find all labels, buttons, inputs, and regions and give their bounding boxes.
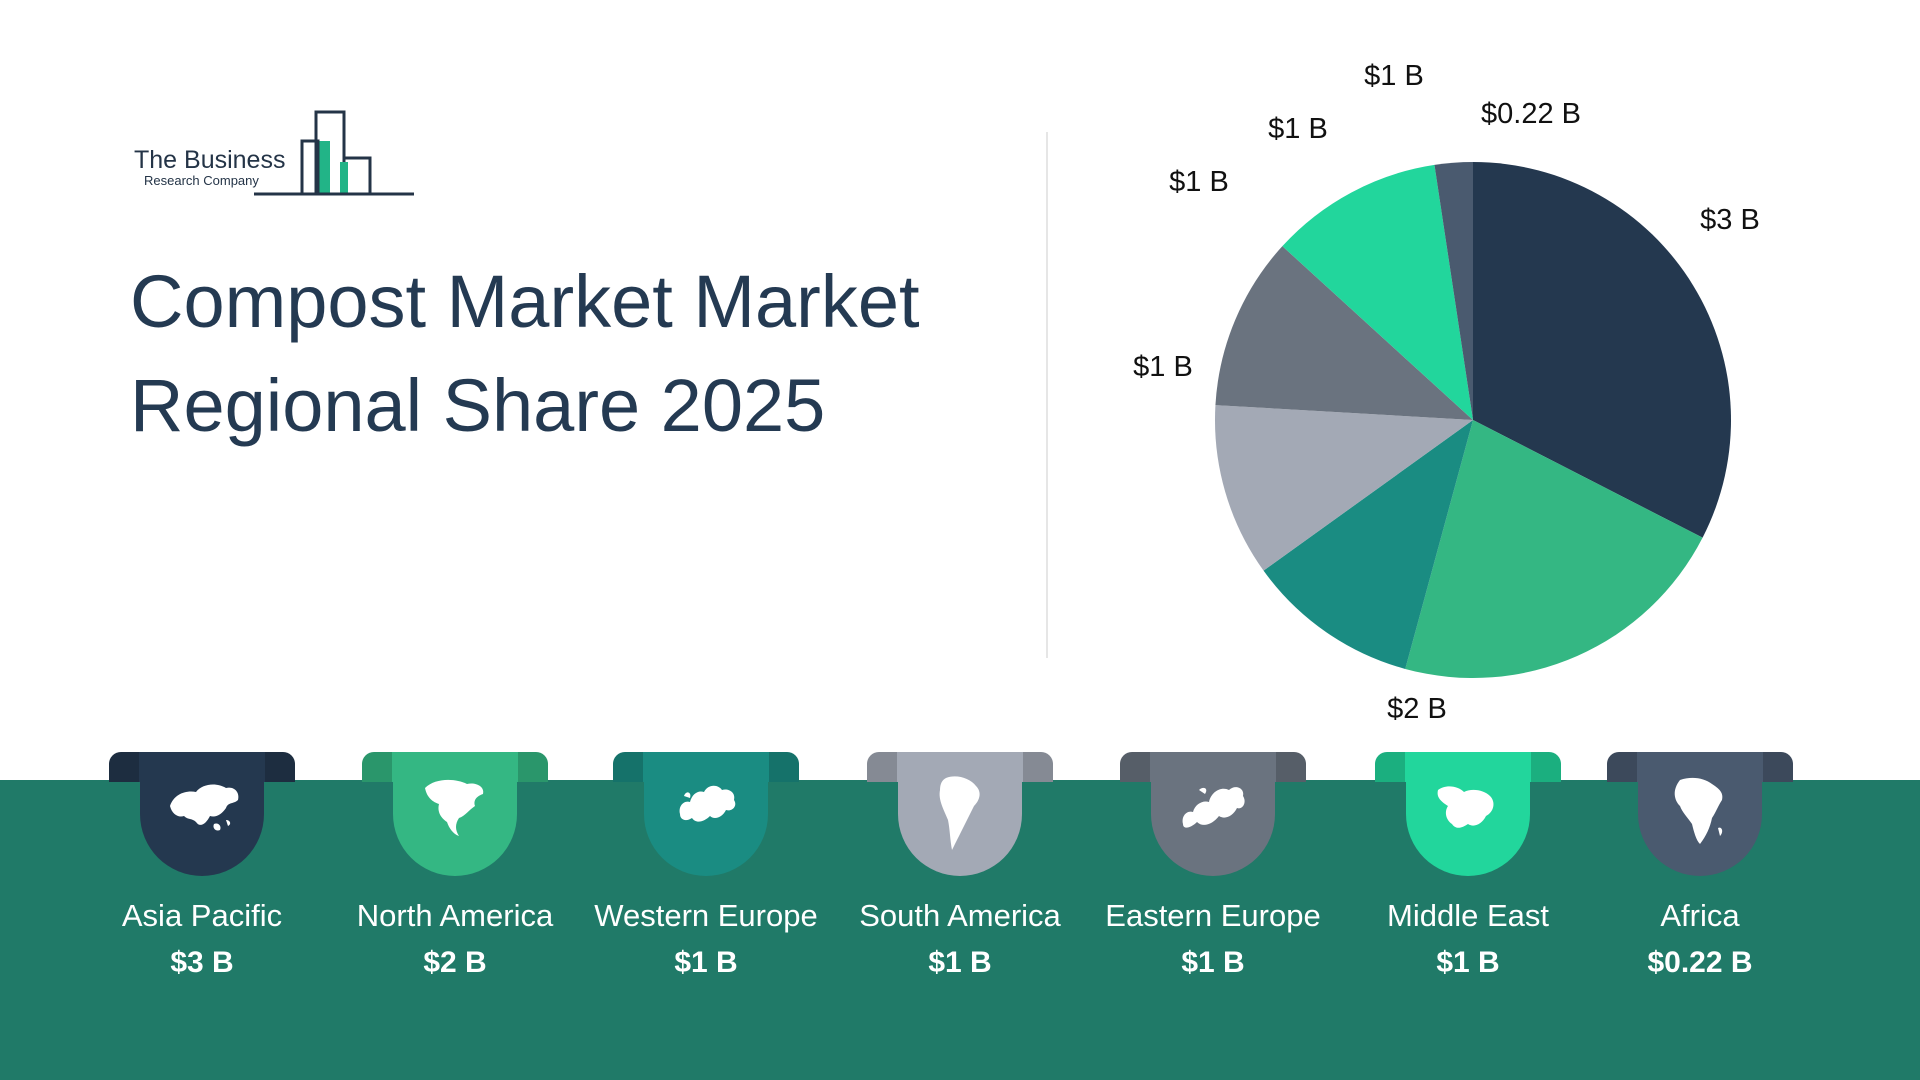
region-name: Eastern Europe bbox=[1105, 898, 1321, 933]
tab-shade-right bbox=[518, 752, 548, 782]
region-north-america: North America $2 B bbox=[335, 752, 575, 1002]
tab-shade-left bbox=[867, 752, 897, 782]
region-middle-east: Middle East $1 B bbox=[1348, 752, 1588, 1002]
page-title: Compost Market Market Regional Share 202… bbox=[130, 250, 990, 458]
region-name: Middle East bbox=[1387, 898, 1549, 933]
region-value: $0.22 B bbox=[1647, 946, 1753, 979]
asia-map-icon bbox=[170, 784, 239, 831]
eastern-europe-map-icon bbox=[1182, 787, 1245, 828]
middle-east-map-icon bbox=[1437, 786, 1494, 828]
region-name: Africa bbox=[1660, 898, 1740, 933]
pie-data-label: $3 B bbox=[1700, 204, 1760, 236]
pie-slice-middle-east bbox=[1282, 164, 1473, 420]
region-western-europe: Western Europe $1 B bbox=[586, 752, 826, 1002]
tab-shade-right bbox=[265, 752, 295, 782]
page-title-line2: Regional Share 2025 bbox=[130, 364, 826, 447]
region-badge bbox=[1638, 752, 1762, 876]
region-badge bbox=[1406, 752, 1530, 876]
region-name: North America bbox=[356, 898, 554, 933]
pie-data-labels: $3 B $2 B $1 B $1 B $1 B $1 B $0.22 B bbox=[1133, 60, 1760, 725]
vertical-divider bbox=[1046, 132, 1048, 658]
tab-shade-left bbox=[1607, 752, 1637, 782]
tab-shade-right bbox=[1763, 752, 1793, 782]
region-badge bbox=[1151, 752, 1275, 876]
region-badge bbox=[393, 752, 517, 876]
region-value: $2 B bbox=[423, 946, 487, 979]
pie-data-label: $0.22 B bbox=[1481, 98, 1581, 130]
region-name: South America bbox=[859, 898, 1061, 933]
region-eastern-europe: Eastern Europe $1 B bbox=[1093, 752, 1333, 1002]
tab-shade-left bbox=[1375, 752, 1405, 782]
region-name: Western Europe bbox=[594, 898, 818, 933]
pie-chart: $3 B $2 B $1 B $1 B $1 B $1 B $0.22 B bbox=[1133, 60, 1760, 725]
tab-shade-right bbox=[1023, 752, 1053, 782]
region-badge bbox=[898, 752, 1022, 876]
pie-slice-africa bbox=[1434, 162, 1473, 420]
pie-slice-south-america bbox=[1215, 405, 1473, 571]
pie-data-label: $1 B bbox=[1364, 60, 1424, 92]
region-value: $1 B bbox=[928, 946, 992, 979]
pie-slice-western-europe bbox=[1263, 420, 1473, 669]
region-value: $1 B bbox=[1436, 946, 1500, 979]
tab-shade-left bbox=[362, 752, 392, 782]
pie-slice-north-america bbox=[1405, 420, 1703, 678]
region-africa: Africa $0.22 B bbox=[1580, 752, 1820, 1002]
logo-buildings-icon bbox=[254, 110, 414, 196]
south-america-map-icon bbox=[939, 776, 980, 850]
tab-shade-left bbox=[109, 752, 139, 782]
company-logo: The Business Research Company bbox=[134, 108, 424, 198]
region-name: Asia Pacific bbox=[121, 898, 283, 933]
logo-text-sub: Research Company bbox=[144, 173, 259, 188]
region-badge bbox=[644, 752, 768, 876]
pie-slice-eastern-europe bbox=[1215, 246, 1473, 420]
tab-shade-left bbox=[613, 752, 643, 782]
pie-data-label: $1 B bbox=[1268, 113, 1328, 145]
logo-text-main: The Business bbox=[134, 146, 286, 174]
tab-shade-left bbox=[1120, 752, 1150, 782]
pie-data-label: $1 B bbox=[1169, 166, 1229, 198]
western-europe-map-icon bbox=[679, 785, 736, 822]
africa-map-icon bbox=[1674, 777, 1723, 844]
region-south-america: South America $1 B bbox=[840, 752, 1080, 1002]
pie-slices bbox=[1215, 162, 1731, 678]
region-value: $1 B bbox=[674, 946, 738, 979]
tab-shade-right bbox=[1531, 752, 1561, 782]
page-title-line1: Compost Market Market bbox=[130, 260, 920, 343]
pie-slice-asia-pacific bbox=[1473, 162, 1731, 538]
pie-data-label: $1 B bbox=[1133, 351, 1193, 383]
region-value: $1 B bbox=[1181, 946, 1245, 979]
pie-data-label: $2 B bbox=[1387, 693, 1447, 725]
region-asia-pacific: Asia Pacific $3 B bbox=[82, 752, 322, 1002]
north-america-map-icon bbox=[425, 779, 484, 836]
tab-shade-right bbox=[769, 752, 799, 782]
region-badge bbox=[140, 752, 264, 876]
tab-shade-right bbox=[1276, 752, 1306, 782]
region-value: $3 B bbox=[170, 946, 234, 979]
